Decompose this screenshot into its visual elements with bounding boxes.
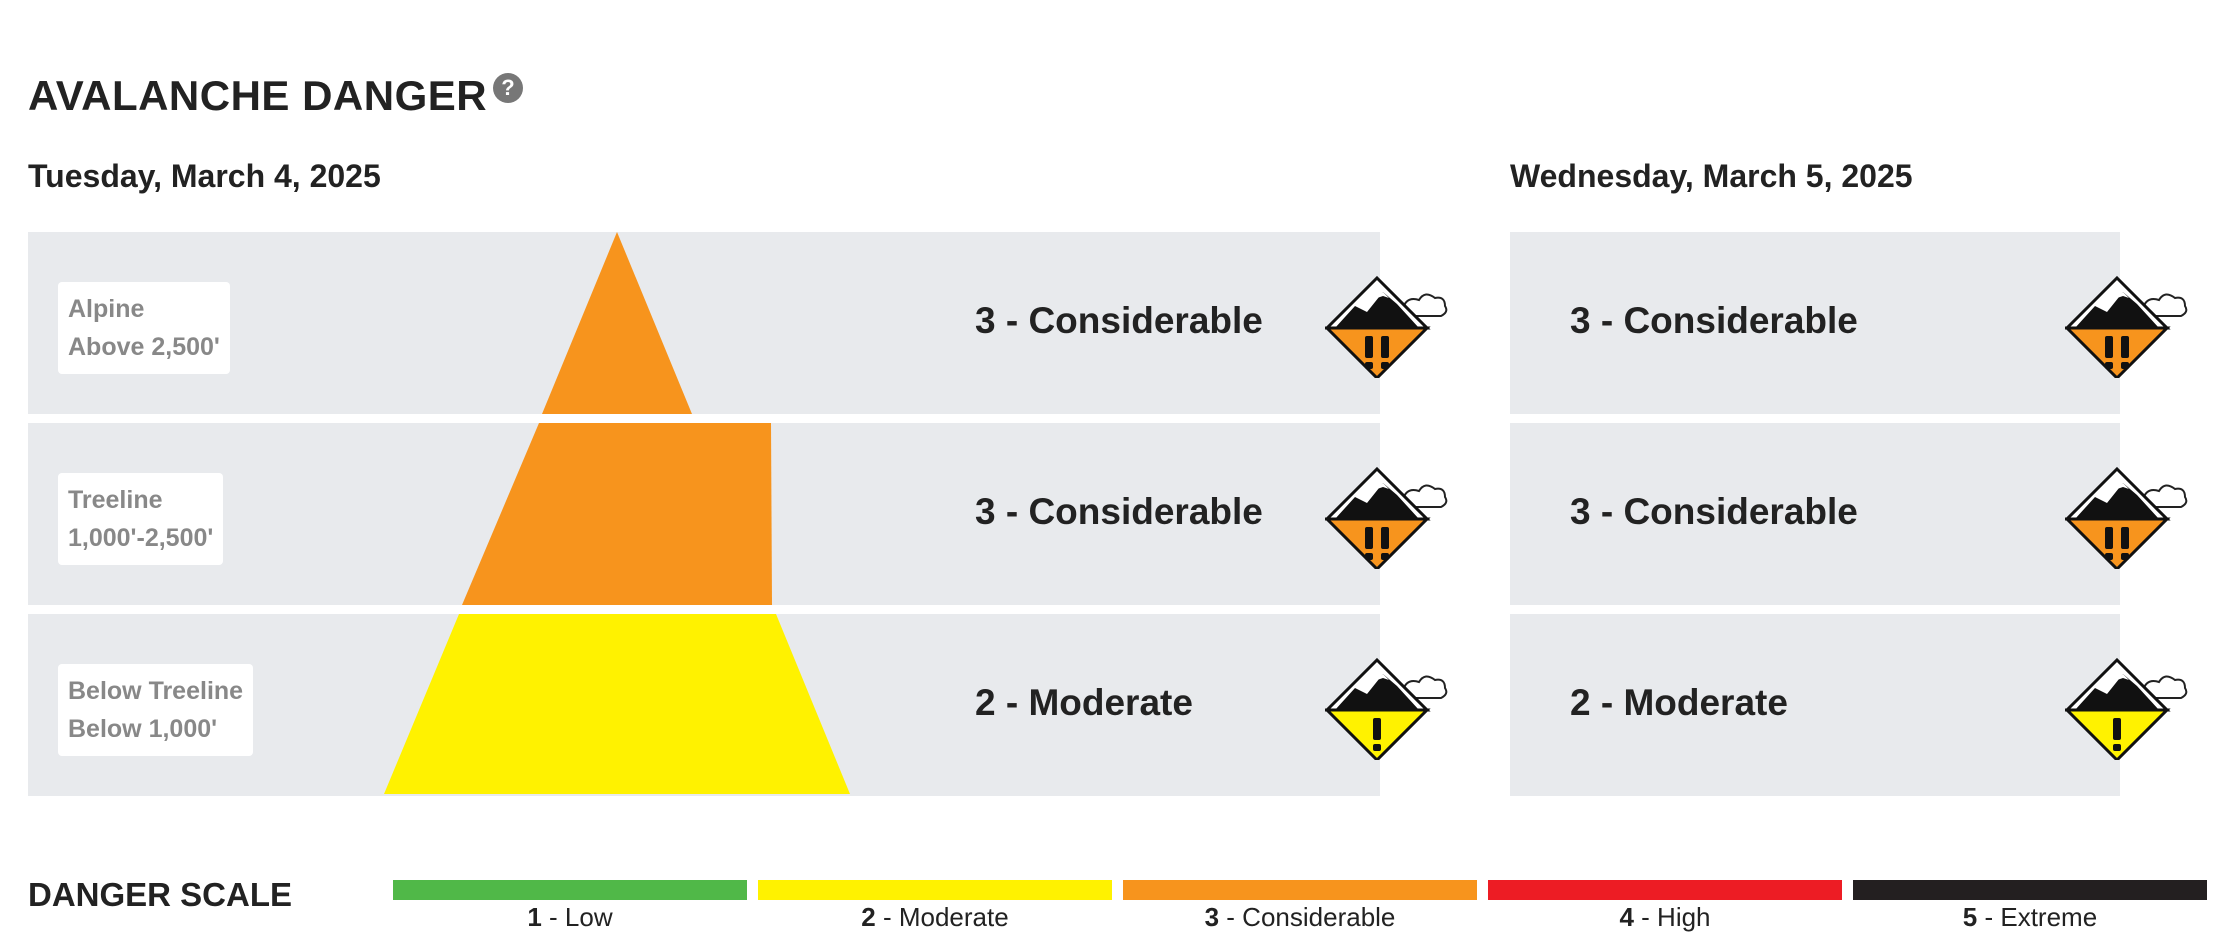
danger-scale-bar-4 xyxy=(1488,880,1842,900)
day2-band-below-treeline xyxy=(1510,614,2120,796)
considerable-danger-icon xyxy=(1325,466,1448,569)
danger-scale-label-5: 5 - Extreme xyxy=(1962,902,2098,932)
day1-rating-treeline: 3 - Considerable xyxy=(975,491,1263,532)
help-icon[interactable]: ? xyxy=(493,73,523,103)
day1-date: Tuesday, March 4, 2025 xyxy=(28,158,381,194)
moderate-danger-icon xyxy=(2065,657,2188,760)
pyramid-alpine xyxy=(542,232,692,414)
elevation-label: Above 2,500' xyxy=(68,333,220,361)
day2-rating-treeline: 3 - Considerable xyxy=(1570,491,1858,532)
danger-scale-bar-5 xyxy=(1853,880,2207,900)
day1-rating-alpine: 3 - Considerable xyxy=(975,300,1263,341)
considerable-danger-icon xyxy=(2065,275,2188,378)
danger-scale-label-3: 3 - Considerable xyxy=(1204,902,1396,932)
danger-scale-bar-1 xyxy=(393,880,747,900)
elevation-box-alpine: Alpine Above 2,500' xyxy=(58,282,230,374)
day1-band-alpine: Alpine Above 2,500' xyxy=(28,232,1380,414)
zone-label: Treeline xyxy=(68,486,163,514)
page-title: AVALANCHE DANGER xyxy=(28,72,488,119)
day2-band-treeline xyxy=(1510,423,2120,605)
pyramid-below-treeline xyxy=(384,614,850,794)
elevation-label: 1,000'-2,500' xyxy=(68,524,214,552)
danger-scale-label-1: 1 - Low xyxy=(527,902,613,932)
day2-date: Wednesday, March 5, 2025 xyxy=(1510,158,1913,194)
zone-label: Alpine xyxy=(68,295,145,323)
danger-scale-label-2: 2 - Moderate xyxy=(861,902,1009,932)
day2-band-alpine xyxy=(1510,232,2120,414)
danger-scale-bar-2 xyxy=(758,880,1112,900)
danger-scale-label-4: 4 - High xyxy=(1619,902,1711,932)
day1-rating-below-treeline: 2 - Moderate xyxy=(975,682,1193,723)
day2-rating-alpine: 3 - Considerable xyxy=(1570,300,1858,341)
day2-rating-below-treeline: 2 - Moderate xyxy=(1570,682,1788,723)
pyramid-treeline xyxy=(462,423,772,605)
moderate-danger-icon xyxy=(1325,657,1448,760)
considerable-danger-icon xyxy=(1325,275,1448,378)
considerable-danger-icon xyxy=(2065,466,2188,569)
danger-scale-title: DANGER SCALE xyxy=(28,876,293,913)
elevation-box-below-treeline: Below Treeline Below 1,000' xyxy=(58,664,254,756)
zone-label: Below Treeline xyxy=(68,677,244,705)
danger-scale-bar-3 xyxy=(1123,880,1477,900)
elevation-label: Below 1,000' xyxy=(68,715,218,743)
elevation-box-treeline: Treeline 1,000'-2,500' xyxy=(58,473,224,565)
danger-pyramid xyxy=(384,232,850,794)
